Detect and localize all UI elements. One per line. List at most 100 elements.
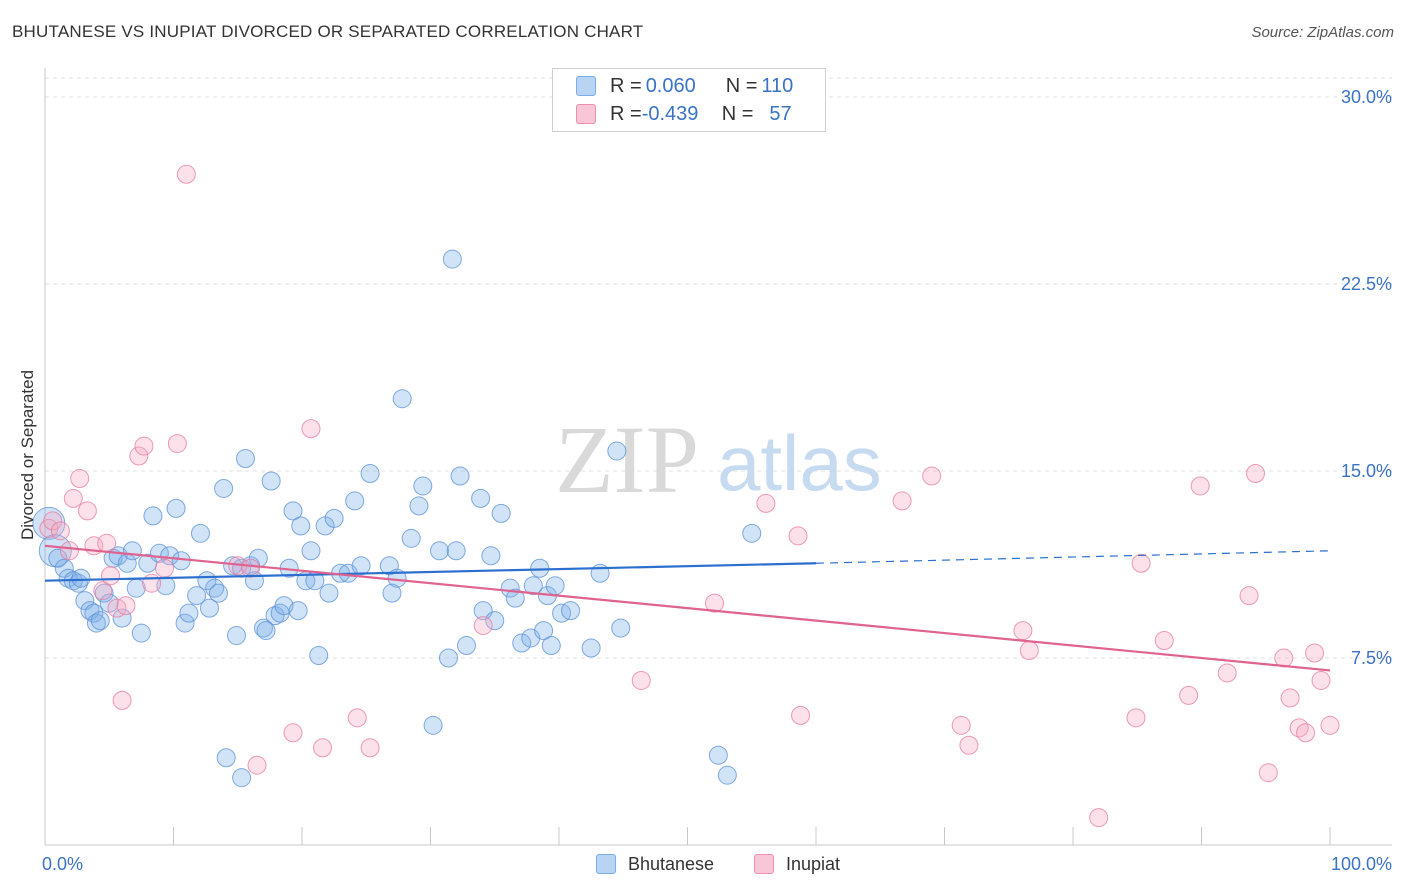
bhutanese-point: [166, 498, 186, 518]
bhutanese-point: [301, 541, 321, 561]
tick-labels: 7.5% 15.0% 22.5% 30.0% 0.0% 100.0%: [42, 87, 1392, 874]
bhutanese-point: [324, 508, 344, 528]
inupiat-point: [70, 468, 90, 488]
inupiat-point: [93, 581, 113, 601]
bhutanese-point: [351, 556, 371, 576]
legend-row-inupiat: R = -0.439 N = 57: [553, 101, 792, 127]
inupiat-point: [1258, 763, 1278, 783]
bhutanese-trend-extension: [815, 550, 1331, 564]
bhutanese-point: [500, 578, 520, 598]
stats-legend: R = 0.060 N = 110 R = -0.439 N = 57: [552, 68, 826, 132]
bhutanese-point: [442, 249, 462, 269]
bhutanese-point: [438, 648, 458, 668]
watermark-atlas: atlas: [717, 419, 882, 507]
bhutanese-point: [208, 583, 228, 603]
inupiat-point: [241, 558, 261, 578]
bhutanese-point: [581, 638, 601, 658]
trend-lines: [44, 544, 1331, 672]
inupiat-point: [167, 434, 187, 454]
inupiat-point: [176, 164, 196, 184]
bhutanese-point: [446, 541, 466, 561]
inupiat-point: [43, 511, 63, 531]
inupiat-point: [1217, 663, 1237, 683]
bhutanese-point: [274, 596, 294, 616]
bhutanese-point: [717, 765, 737, 785]
chart-title: BHUTANESE VS INUPIAT DIVORCED OR SEPARAT…: [12, 22, 644, 41]
inupiat-point: [1311, 670, 1331, 690]
inupiat-point: [360, 738, 380, 758]
bhutanese-point: [199, 598, 219, 618]
inupiat-point: [1239, 586, 1259, 606]
bhutanese-point: [122, 541, 142, 561]
y-tick-label: 7.5%: [1351, 648, 1392, 668]
bhutanese-point: [171, 551, 191, 571]
legend-n-value: 110: [761, 74, 794, 97]
inupiat-point: [1305, 643, 1325, 663]
inupiat-point: [1089, 808, 1109, 828]
inupiat-point: [922, 466, 942, 486]
bhutanese-point: [175, 613, 195, 633]
inupiat-points: [39, 164, 1340, 828]
bhutanese-point: [112, 608, 132, 628]
inupiat-point: [1126, 708, 1146, 728]
bhutanese-point: [401, 528, 421, 548]
bhutanese-point: [382, 583, 402, 603]
inupiat-point: [1179, 685, 1199, 705]
bhutanese-point: [235, 449, 255, 469]
bhutanese-point: [179, 603, 199, 623]
inupiat-point: [129, 446, 149, 466]
bhutanese-point: [232, 768, 252, 788]
bhutanese-point: [541, 636, 561, 656]
inupiat-point: [788, 526, 808, 546]
bhutanese-point: [523, 576, 543, 596]
bhutanese-point: [291, 516, 311, 536]
inupiat-trend-line: [44, 544, 1331, 672]
bhutanese-point: [742, 523, 762, 543]
inupiat-point: [1245, 463, 1265, 483]
bhutanese-point: [409, 496, 429, 516]
inupiat-point: [116, 596, 136, 616]
legend-swatch-bhutanese: [576, 76, 596, 96]
y-tick-label: 22.5%: [1341, 274, 1392, 294]
bhutanese-point: [256, 621, 276, 641]
bhutanese-point: [534, 621, 554, 641]
bhutanese-point: [190, 523, 210, 543]
bhutanese-point: [607, 441, 627, 461]
bhutanese-point: [288, 601, 308, 621]
bhutanese-point: [253, 618, 273, 638]
inupiat-point: [892, 491, 912, 511]
y-tick-label: 15.0%: [1341, 461, 1392, 481]
legend-swatch-inupiat: [576, 104, 596, 124]
inupiat-point: [97, 533, 117, 553]
bhutanese-point: [491, 503, 511, 523]
bhutanese-point: [48, 548, 68, 568]
bhutanese-point: [309, 646, 329, 666]
bhutanese-point: [214, 478, 234, 498]
bhutanese-point: [143, 506, 163, 526]
legend-row-bhutanese: R = 0.060 N = 110: [553, 73, 793, 99]
source-label: Source: ZipAtlas.com: [1251, 24, 1394, 41]
bhutanese-point: [345, 491, 365, 511]
bhutanese-point: [450, 466, 470, 486]
x-tick-label-max: 100.0%: [1331, 854, 1392, 874]
bhutanese-point: [71, 568, 91, 588]
bhutanese-points: [32, 249, 762, 788]
bhutanese-point: [413, 476, 433, 496]
bhutanese-point: [611, 618, 631, 638]
inupiat-point: [1289, 718, 1309, 738]
legend-n-label: N =: [725, 74, 758, 97]
inupiat-point: [313, 738, 333, 758]
bhutanese-point: [392, 389, 412, 409]
inupiat-point: [1013, 621, 1033, 641]
bottom-legend-label: Inupiat: [786, 853, 841, 874]
bottom-legend-label: Bhutanese: [628, 853, 715, 874]
inupiat-point: [301, 419, 321, 439]
inupiat-point: [756, 493, 776, 513]
inupiat-point: [1131, 553, 1151, 573]
axes: [44, 68, 1392, 846]
bhutanese-point: [261, 471, 281, 491]
inupiat-point: [631, 670, 651, 690]
bhutanese-point: [68, 573, 88, 593]
bhutanese-point: [456, 636, 476, 656]
